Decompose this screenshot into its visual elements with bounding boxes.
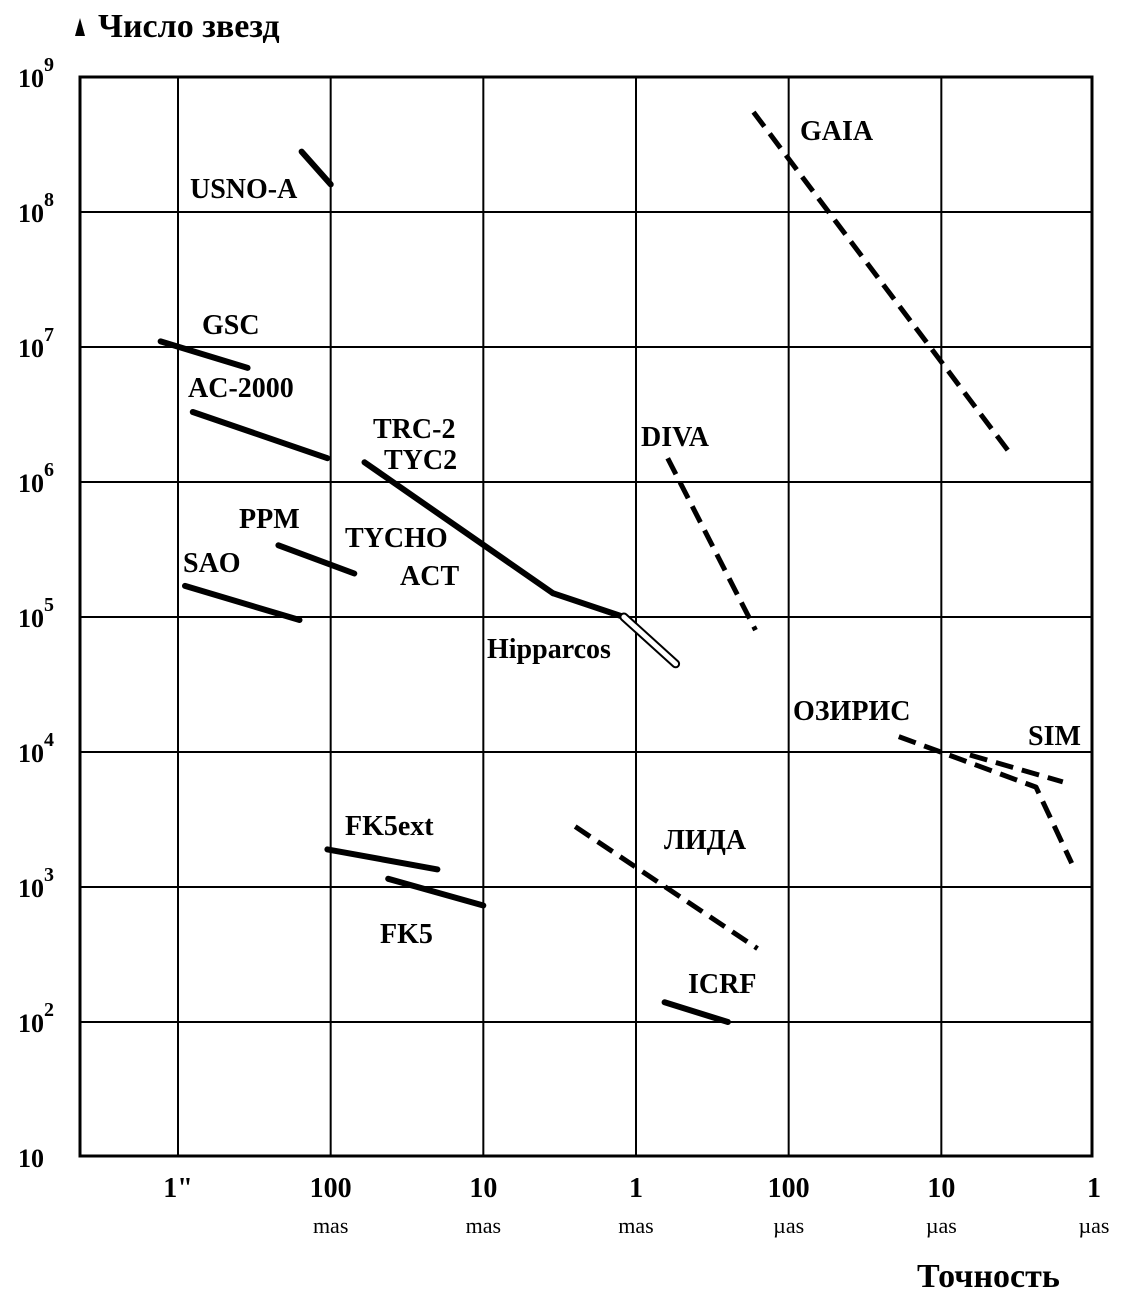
y-tick-label: 105 [18, 594, 54, 633]
y-tick-label: 108 [18, 189, 54, 228]
label-hipparcos: Hipparcos [487, 634, 611, 665]
x-tick-label: 1 [629, 1173, 643, 1204]
grid [78, 75, 1094, 1158]
y-axis-title: Число звезд [98, 8, 280, 45]
y-tick-label: 107 [18, 324, 54, 363]
x-tick-unit: mas [466, 1213, 501, 1238]
series-fk5 [385, 875, 487, 909]
label-gsc: GSC [202, 310, 260, 341]
y-axis-arrow [75, 18, 85, 36]
label-fk5: FK5 [380, 919, 433, 950]
x-tick-label: 100 [768, 1173, 810, 1204]
series-ac-2000 [189, 409, 331, 462]
series-layer [157, 110, 1074, 1025]
label-act: ACT [400, 561, 459, 592]
x-tick-label: 10 [469, 1173, 497, 1204]
label-gaia: GAIA [800, 116, 874, 147]
y-tick-label: 109 [18, 54, 54, 93]
series-sim [969, 752, 1064, 785]
series-tycho [549, 590, 627, 620]
y-tick-label: 103 [18, 864, 54, 903]
series-diva [665, 457, 758, 632]
y-tick-label: 10 [18, 1144, 44, 1173]
x-tick-unit: µas [1078, 1213, 1109, 1238]
label-ppm: PPM [239, 504, 300, 535]
x-axis-title: Точность [917, 1258, 1060, 1292]
series-fk5ext [324, 846, 441, 873]
label-лида: ЛИДА [664, 825, 747, 856]
series-озирис [897, 734, 1074, 865]
series-hipparcos-inner [621, 614, 679, 667]
series-sao [182, 582, 303, 623]
label-sao: SAO [183, 548, 241, 579]
series-лида [573, 824, 759, 951]
label-ac-2000: AC-2000 [188, 373, 294, 404]
x-tick-label: 1 [1087, 1173, 1101, 1204]
x-tick-unit: µas [773, 1213, 804, 1238]
series-gaia [751, 110, 1013, 456]
label-озирис: ОЗИРИС [793, 696, 910, 727]
label-fk5ext: FK5ext [345, 811, 434, 842]
x-tick-label: 100 [310, 1173, 352, 1204]
label-trc-2: TRC-2 [373, 414, 455, 445]
label-diva: DIVA [641, 422, 710, 453]
label-tycho: TYCHO [345, 523, 448, 554]
series-trc-2 [361, 459, 556, 597]
y-tick-label: 104 [18, 729, 54, 768]
x-tick-label: 1" [163, 1173, 193, 1204]
x-tick-unit: µas [926, 1213, 957, 1238]
series-icrf [661, 999, 731, 1025]
y-tick-label: 102 [18, 999, 54, 1038]
y-tick-label: 106 [18, 459, 54, 498]
x-tick-unit: mas [313, 1213, 348, 1238]
series-ppm [275, 542, 358, 577]
series-gsc [157, 338, 251, 371]
series-usno-a [298, 148, 334, 188]
label-sim: SIM [1028, 721, 1081, 752]
label-icrf: ICRF [688, 969, 756, 1000]
label-usno-a: USNO-A [190, 174, 298, 205]
label-tyc2: TYC2 [384, 445, 457, 476]
x-tick-unit: mas [618, 1213, 653, 1238]
x-tick-label: 10 [927, 1173, 955, 1204]
